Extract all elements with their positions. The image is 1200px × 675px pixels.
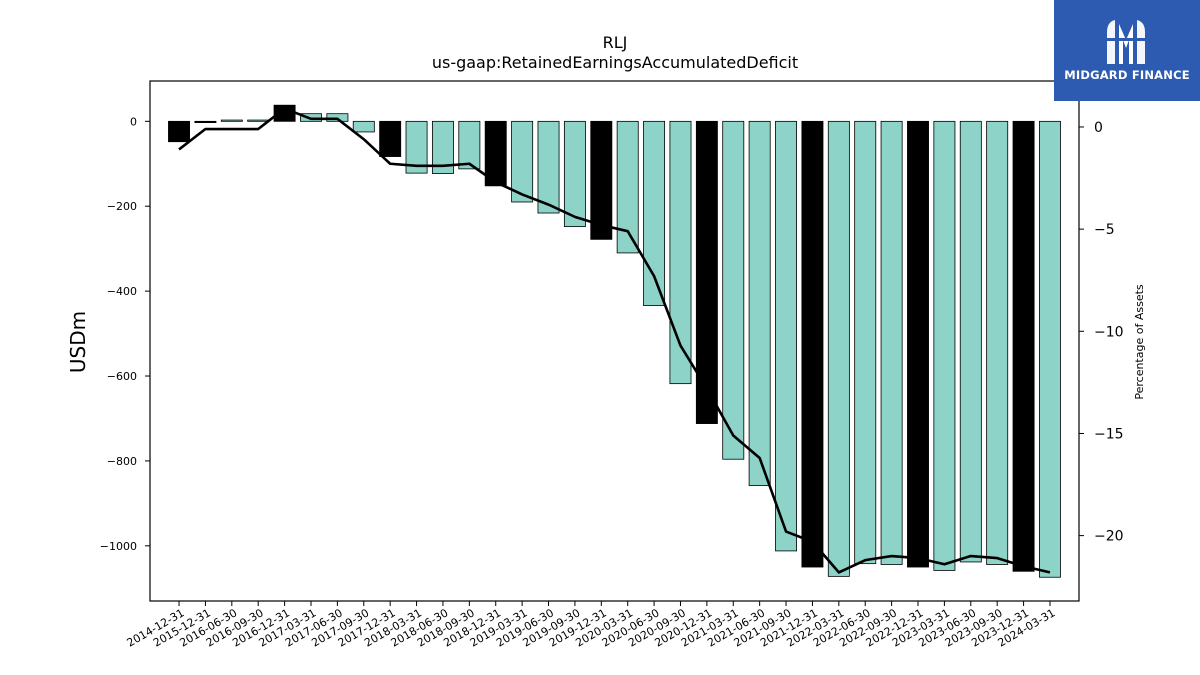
bar-2023-06-30 — [959, 120, 982, 563]
bar-2022-06-30 — [854, 120, 877, 565]
y2-tick-label: −5 — [1094, 222, 1115, 238]
brand-logo: MIDGARD FINANCE — [1054, 0, 1200, 101]
bar-2022-12-31 — [907, 120, 929, 568]
bar-2019-09-30 — [563, 120, 586, 227]
bar-2023-09-30 — [986, 120, 1009, 565]
bar-2018-09-30 — [458, 120, 481, 170]
percentage-of-assets-line — [178, 107, 1051, 574]
chart-subtitle: us-gaap:RetainedEarningsAccumulatedDefic… — [432, 53, 798, 72]
y-tick-label: −600 — [107, 370, 137, 383]
plot-frame — [149, 80, 1080, 602]
bar-2018-12-31 — [484, 120, 507, 187]
y-tick-label: 0 — [130, 115, 137, 128]
bar-2018-06-30 — [431, 120, 454, 174]
bar-2021-09-30 — [775, 120, 797, 552]
bar-2017-09-30 — [352, 120, 375, 133]
y2-axis-label: Percentage of Assets — [1133, 284, 1146, 400]
bar-2021-03-31 — [722, 120, 745, 460]
bar-2015-12-31 — [194, 120, 217, 124]
y-tick-label: −800 — [107, 455, 137, 468]
y-tick-label: −200 — [107, 200, 137, 213]
y2-tick-label: −10 — [1094, 324, 1124, 340]
y2-tick-label: 0 — [1094, 120, 1103, 136]
bar-2023-12-31 — [1012, 120, 1035, 572]
bars-layer — [168, 104, 1061, 578]
y2-tick-label: −15 — [1094, 426, 1124, 442]
logo-text: MIDGARD FINANCE — [1064, 68, 1190, 82]
bar-2019-06-30 — [537, 120, 560, 214]
bar-2016-06-30 — [220, 119, 243, 122]
y2-tick-label: −20 — [1094, 529, 1124, 545]
bar-2024-03-31 — [1039, 120, 1061, 578]
bar-2014-12-31 — [168, 120, 190, 143]
chart-title: RLJ — [603, 33, 628, 52]
line-layer — [178, 107, 1051, 574]
midgard-m-icon — [1103, 20, 1149, 64]
bar-2022-03-31 — [827, 120, 850, 577]
bar-2022-09-30 — [880, 120, 903, 565]
bar-2020-06-30 — [643, 120, 666, 306]
bar-2019-03-31 — [511, 120, 534, 203]
bar-2017-12-31 — [379, 120, 402, 157]
bar-2018-03-31 — [405, 120, 428, 174]
bar-2021-12-31 — [801, 120, 824, 568]
bar-2016-09-30 — [247, 119, 270, 122]
bar-2020-12-31 — [695, 120, 718, 424]
bar-2019-12-31 — [590, 120, 613, 240]
y-tick-label: −1000 — [100, 540, 137, 553]
y-axis-label: USDm — [66, 311, 90, 373]
bar-2020-09-30 — [669, 120, 692, 385]
bar-2023-03-31 — [933, 120, 956, 571]
y-tick-label: −400 — [107, 285, 137, 298]
bar-2021-06-30 — [748, 120, 771, 486]
bar-2020-03-31 — [616, 120, 639, 254]
